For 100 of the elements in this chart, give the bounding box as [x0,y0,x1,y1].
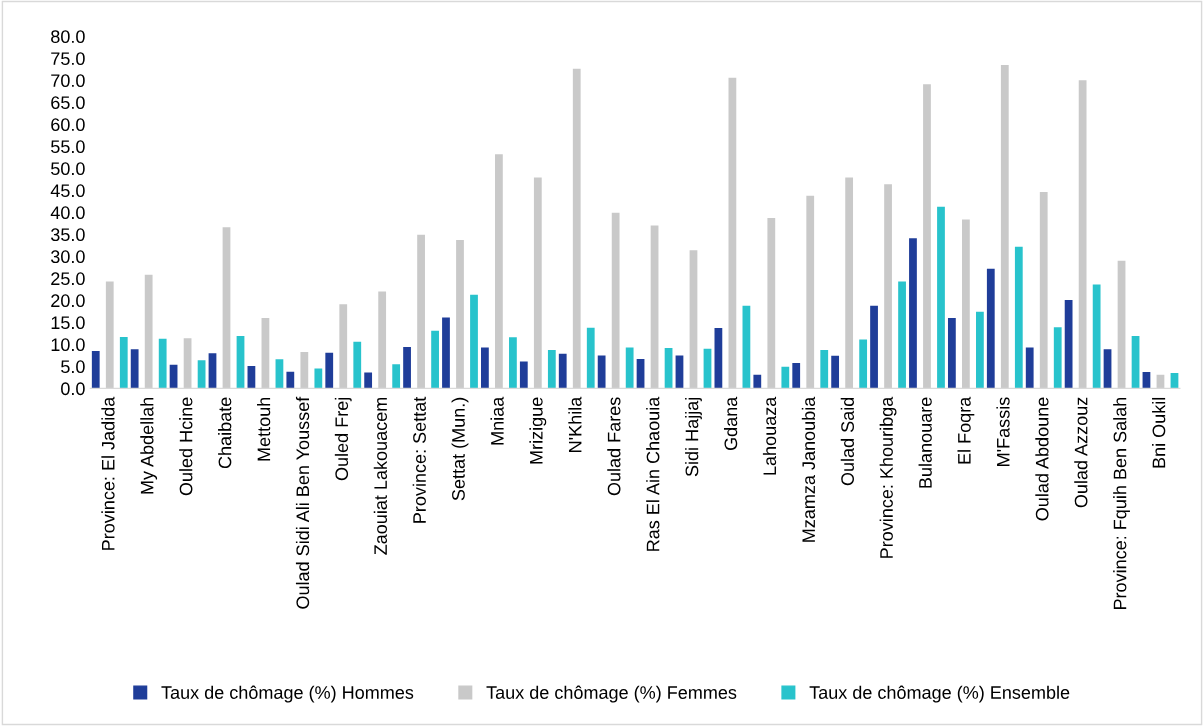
bar [222,227,231,389]
bar [339,304,348,389]
y-tick-label: 5.0 [61,360,85,374]
bar [431,330,439,389]
bar [364,372,373,389]
x-tick-label: My Abdellah [140,397,158,494]
bar [767,218,776,389]
bar [1000,64,1009,389]
bar [417,234,425,389]
y-tick-label: 65.0 [51,96,85,110]
bar [105,281,114,389]
bar [158,338,167,389]
bar [456,240,464,389]
bar [1117,260,1126,389]
bar [403,347,411,389]
x-tick-label: El Foqra [957,396,975,464]
legend-label: Taux de chômage (%) Femmes [486,685,737,703]
x-tick-label: Ouled Hcine [179,397,193,496]
bar [144,274,153,389]
bar [728,77,737,389]
bar [1103,349,1112,389]
x-tick-label: N'Khila [568,396,582,452]
bar [533,177,542,389]
bar [1053,327,1062,389]
x-tick-label: Mrizigue [529,397,547,464]
bar [909,238,917,389]
y-tick-label: 0.0 [61,382,85,396]
x-tick-label: Zaouiat Lakouacem [373,397,388,555]
bar [675,355,684,389]
bar [183,338,192,389]
bar [353,341,362,389]
bar [884,184,892,389]
bar [392,364,401,389]
bar [130,349,139,389]
bar [558,353,567,389]
bar [792,362,801,389]
bar [831,355,840,389]
bar [1092,284,1101,389]
bar [1039,192,1048,389]
x-tick-label: Bni Oukil [1152,397,1166,468]
y-tick-label: 60.0 [51,118,85,132]
bar [1014,246,1023,389]
x-tick-label: Ras El Ain Chaouia [646,396,660,551]
x-tick-label: Oulad Abdoune [1035,397,1049,521]
bar [519,361,528,389]
x-tick-label: Mettouh [257,397,271,461]
bar [378,291,387,389]
bar [597,355,606,389]
y-tick-label: 45.0 [50,184,85,198]
x-tick-label: Chaibate [218,397,232,469]
bar [753,374,762,389]
x-tick-label: Lahouaza [762,396,777,475]
y-tick-label: 55.0 [51,140,85,154]
bar [1064,299,1073,389]
bar [314,368,323,389]
x-tick-label: M'Fassis [996,397,1010,466]
bar [714,328,723,389]
x-tick-label: Province: El Jadida [101,396,115,550]
bar [806,195,815,389]
bar [509,337,517,389]
bar [1078,80,1087,389]
bar [325,352,334,389]
bar [1025,347,1034,389]
bar [962,219,970,389]
y-tick-label: 80.0 [51,30,85,44]
bar [898,281,906,389]
x-tick-label: Settat (Mun.) [451,397,469,501]
bar [481,347,489,389]
bar [845,177,854,389]
bar [923,84,931,389]
x-tick-label: Province: Fquih Ben Salah [1113,397,1130,610]
bar [859,339,868,389]
bar [650,225,659,389]
legend-label: Taux de chômage (%) Ensemble [809,685,1070,703]
y-tick-label: 70.0 [51,74,85,88]
x-tick-label: Province: Khouribga [879,396,897,558]
y-tick-label: 20.0 [51,294,85,308]
x-tick-label: Province: Settat [412,396,426,523]
bar [495,154,503,389]
x-tick-label: Ouled Frej [334,397,352,481]
x-tick-label: Oulad Sidi Ali Ben Youssef [295,396,310,609]
y-tick-label: 30.0 [50,250,85,264]
x-tick-label: Oulad Azzouz [1074,397,1088,508]
x-tick-label: Bulanouare [918,397,932,488]
bar [470,294,478,389]
x-tick-label: Mzamza Janoubia [801,396,816,542]
bar [976,311,984,389]
y-tick-label: 50.0 [51,162,85,176]
y-tick-label: 25.0 [51,272,85,286]
bar [572,68,581,389]
y-tick-label: 35.0 [50,228,85,242]
x-tick-label: Mniaa [490,396,504,445]
bar [986,268,995,389]
bar [689,250,698,389]
bar [625,347,634,389]
y-tick-label: 10.0 [51,338,85,352]
bar [91,351,100,389]
y-tick-label: 40.0 [50,206,85,220]
x-tick-label: Sidi Hajjaj [685,397,702,477]
bar [119,336,128,389]
